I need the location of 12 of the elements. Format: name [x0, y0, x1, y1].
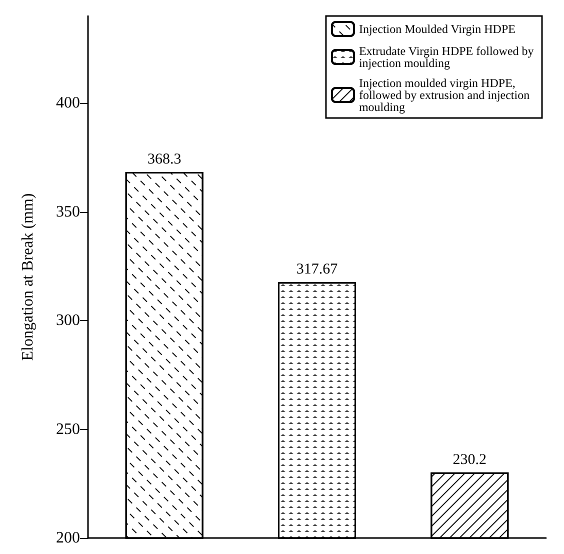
data-label: 317.67 [296, 262, 338, 278]
legend-label: Injection Moulded Virgin HDPE [358, 22, 516, 36]
legend-label: Injection moulded virgin HDPE, followed by extrusion and injection moulding [358, 76, 533, 114]
legend-label: Extrudate Virgin HDPE followed by injection moulding [358, 44, 537, 70]
y-tick-label: 250 [56, 420, 80, 438]
y-tick-label: 350 [56, 203, 80, 220]
y-axis-title: Elongation at Break (mm) [20, 193, 36, 361]
data-label: 368.3 [147, 151, 182, 168]
data-label: 230.2 [452, 452, 487, 468]
y-tick-label: 300 [56, 312, 80, 329]
y-tick-label: 400 [56, 94, 80, 112]
y-tick-label: 200 [56, 530, 80, 546]
